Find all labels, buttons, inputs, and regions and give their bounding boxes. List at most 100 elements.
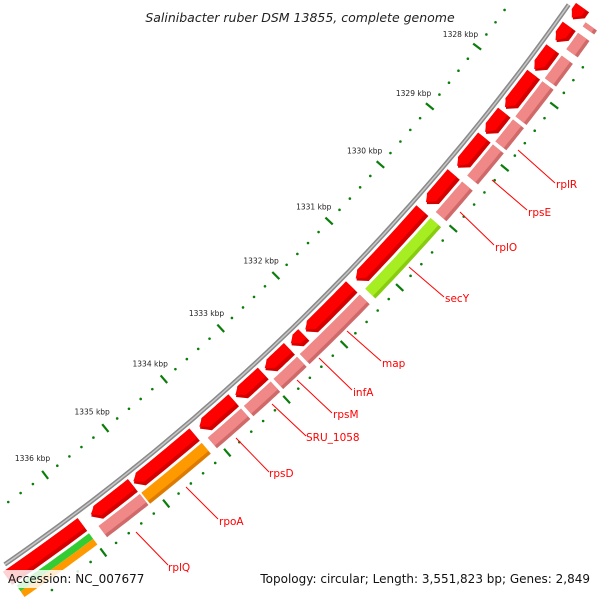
gene-label-rpoA[interactable]: rpoA [185,486,244,528]
feature-block[interactable] [515,81,551,123]
gene-arrow[interactable] [3,518,85,582]
gene-arrow[interactable] [290,329,307,344]
feature-block-feature[interactable] [244,381,281,417]
forward-gene[interactable] [264,343,295,372]
gene-label-text[interactable]: rpsE [528,207,551,219]
feature-block-feature[interactable] [299,294,370,365]
gene-arrow[interactable] [133,428,198,482]
outer-scale-minor-tick [114,541,118,545]
gene-arrow[interactable] [457,132,488,166]
gene-arrow[interactable] [355,205,426,279]
gene-label-SRU_1058[interactable]: SRU_1058 [271,403,360,444]
inner-scale-minor-tick [241,306,245,309]
gene-arrow[interactable] [504,69,537,108]
feature-block-secY[interactable] [365,218,442,299]
feature-block[interactable] [273,356,305,387]
gene-label-rplQ[interactable]: rplQ [135,531,190,574]
gene-label-rplO[interactable]: rplO [459,211,517,254]
feature-block-feature[interactable] [207,408,251,449]
outer-scale-minor-tick [513,154,517,157]
gene-arrow[interactable] [264,343,293,369]
feature-block-feature[interactable] [566,32,590,58]
feature-block[interactable] [566,32,587,56]
forward-gene[interactable] [534,44,560,71]
feature-block[interactable] [467,144,502,183]
outer-scale-minor-tick [572,78,575,82]
gene-label-text[interactable]: rplO [495,242,517,254]
forward-gene[interactable] [425,169,460,205]
feature-block[interactable] [582,22,595,33]
gene-label-map[interactable]: map [346,330,406,370]
feature-block[interactable] [365,218,439,297]
forward-gene[interactable] [457,132,491,168]
feature-block[interactable] [544,55,571,85]
feature-block[interactable] [495,119,522,149]
feature-block[interactable] [435,181,471,219]
inner-scale-minor-tick [485,33,488,36]
forward-gene[interactable] [133,428,200,486]
feature-block-feature[interactable] [495,119,524,151]
outer-scale-minor-tick [354,331,357,335]
outer-scale-major-tick [223,448,232,458]
scale-label-1333: 1333 kbp [189,309,225,318]
forward-gene[interactable] [305,281,358,333]
forward-gene[interactable] [555,21,576,43]
forward-gene[interactable] [571,3,590,20]
gene-label-text[interactable]: rplQ [168,562,190,574]
gene-label-secY[interactable]: secY [408,266,470,305]
gene-arrow[interactable] [305,281,355,330]
gene-arrow[interactable] [235,367,266,395]
gene-label-text[interactable]: rplR [556,179,577,191]
outer-scale-minor-tick [533,129,537,133]
gene-label-rplR[interactable]: rplR [517,149,577,191]
feature-block[interactable] [299,294,368,362]
feature-block-feature[interactable] [544,55,573,87]
inner-scale-minor-tick [208,337,211,340]
gene-label-text[interactable]: secY [445,293,470,305]
gene-label-rpsD[interactable]: rpsD [235,437,294,480]
inner-scale-major-tick [41,470,50,480]
gene-label-rpsM[interactable]: rpsM [296,379,359,421]
gene-arrow[interactable] [555,21,573,41]
gene-label-text[interactable]: infA [353,387,374,399]
feature-block-feature[interactable] [515,81,554,125]
gene-label-text[interactable]: rpsM [333,409,359,421]
gene-label-text[interactable]: SRU_1058 [306,432,360,444]
outer-scale-minor-tick [365,320,368,324]
gene-arrow[interactable] [199,394,237,427]
gene-arrow[interactable] [571,3,586,18]
forward-gene[interactable] [199,394,239,431]
outer-scale-minor-tick [89,560,92,564]
forward-gene[interactable] [355,205,429,281]
feature-block-feature[interactable] [467,144,504,185]
gene-arrow[interactable] [425,169,457,203]
gene-arrow[interactable] [90,479,136,516]
forward-gene[interactable] [3,518,88,585]
feature-block-feature[interactable] [98,494,149,538]
feature-block[interactable] [141,443,209,501]
gene-label-infA[interactable]: infA [318,357,374,399]
forward-gene[interactable] [90,479,138,519]
gene-label-text[interactable]: rpoA [219,516,244,528]
inner-scale-minor-tick [317,230,320,234]
feature-block[interactable] [207,408,248,446]
outer-scale-minor-tick [543,116,546,120]
scale-label-1329: 1329 kbp [396,89,432,98]
feature-block[interactable] [98,494,147,535]
feature-block-feature[interactable] [582,22,597,35]
gene-label-text[interactable]: rpsD [269,468,294,480]
gene-label-text[interactable]: map [382,358,406,370]
inner-scale-minor-tick [306,241,310,245]
gene-arrow[interactable] [534,44,556,70]
feature-block-rpoA[interactable] [141,443,211,504]
forward-gene[interactable] [504,69,541,109]
feature-block-feature[interactable] [435,181,473,222]
forward-gene[interactable] [290,329,310,347]
feature-block[interactable] [244,381,278,414]
feature-track [16,22,597,597]
feature-block-feature[interactable] [273,356,307,390]
gene-label-rpsE[interactable]: rpsE [491,179,551,219]
forward-gene[interactable] [235,367,269,399]
gene-arrow[interactable] [485,107,508,132]
forward-gene[interactable] [485,107,511,134]
